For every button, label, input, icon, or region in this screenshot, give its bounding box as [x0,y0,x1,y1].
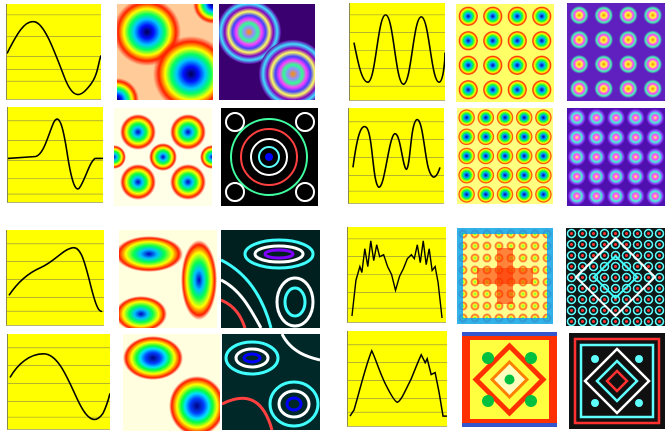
texture-ornate-rainbow [457,228,553,324]
texture-diamond-teal [569,333,665,429]
texture-purple-dot-grid [567,3,665,101]
wave-plot-c2 [7,334,110,430]
wave-curve [351,240,443,319]
texture-cross-rainbow [114,108,212,206]
texture-dense-rainbow [457,108,553,204]
wave-curve [8,118,103,190]
wave-plot-a1 [6,4,101,100]
texture-saddle-rainbow-2 [123,334,220,431]
wave-plot-b1 [349,3,445,101]
wave-curve [353,14,445,85]
wave-plot-a2 [7,107,103,203]
texture-dot-grid-rainbow [456,4,554,102]
wave-curve [349,349,447,417]
texture-teal-contour [221,230,320,328]
texture-purple-rings [219,4,315,100]
wave-plot-c1 [6,230,104,326]
wave-curve [7,21,101,96]
wave-plot-d2 [347,331,447,427]
wave-curve [9,352,110,421]
texture-teal-contour-2 [222,334,320,430]
texture-diamond-rainbow [462,332,557,427]
wave-curve [352,119,441,188]
wave-curve [8,247,103,312]
texture-saddle-rainbow [119,230,217,328]
texture-radial-rainbow [117,4,213,100]
wave-plot-d1 [347,227,446,323]
texture-ornate-teal [566,228,665,326]
texture-dark-contour [221,108,318,206]
texture-purple-cells [567,108,665,206]
wave-plot-b2 [348,108,444,204]
